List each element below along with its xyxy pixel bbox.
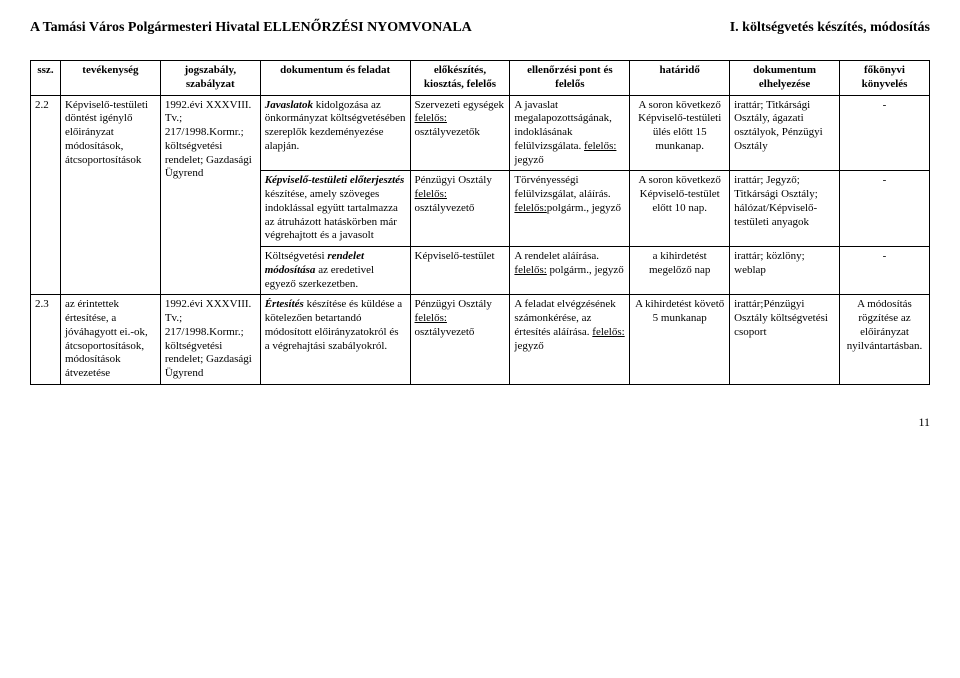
column-header: jogszabály, szabályzat bbox=[160, 61, 260, 96]
cell-elhelyezes: irattár;Pénzügyi Osztály költségvetési c… bbox=[730, 295, 840, 385]
cell-elokeszites: Szervezeti egységek felelős: osztályveze… bbox=[410, 95, 510, 171]
cell-ssz: 2.2 bbox=[31, 95, 61, 295]
cell-ellenorzes: Törvényességi felülvizsgálat, aláírás. f… bbox=[510, 171, 630, 247]
cell-ellenorzes: A rendelet aláírása. felelős: polgárm., … bbox=[510, 247, 630, 295]
main-table: ssz.tevékenységjogszabály, szabályzatdok… bbox=[30, 60, 930, 385]
cell-hatarido: a kihirdetést megelőző nap bbox=[630, 247, 730, 295]
column-header: előkészítés, kiosztás, felelős bbox=[410, 61, 510, 96]
cell-dokumentum-feladat: Költségvetési rendelet módosítása az ere… bbox=[260, 247, 410, 295]
cell-fokonyvi: A módosítás rögzítése az előirányzat nyi… bbox=[840, 295, 930, 385]
cell-hatarido: A kihirdetést követő 5 munkanap bbox=[630, 295, 730, 385]
header-left: A Tamási Város Polgármesteri Hivatal ELL… bbox=[30, 20, 472, 36]
cell-ellenorzes: A javaslat megalapozottságának, indoklás… bbox=[510, 95, 630, 171]
cell-jogszabaly: 1992.évi XXXVIII. Tv.; 217/1998.Kormr.; … bbox=[160, 295, 260, 385]
column-header: főkönyvi könyvelés bbox=[840, 61, 930, 96]
cell-ssz: 2.3 bbox=[31, 295, 61, 385]
cell-ellenorzes: A feladat elvégzésének számonkérése, az … bbox=[510, 295, 630, 385]
cell-tevekenyseg: Képviselő-testületi döntést igénylő elői… bbox=[60, 95, 160, 295]
cell-jogszabaly: 1992.évi XXXVIII. Tv.; 217/1998.Kormr.; … bbox=[160, 95, 260, 295]
cell-fokonyvi: - bbox=[840, 171, 930, 247]
cell-hatarido: A soron következő Képviselő-testületi ül… bbox=[630, 95, 730, 171]
header-right: I. költségvetés készítés, módosítás bbox=[730, 20, 930, 36]
cell-fokonyvi: - bbox=[840, 247, 930, 295]
cell-elokeszites: Képviselő-testület bbox=[410, 247, 510, 295]
cell-elokeszites: Pénzügyi Osztály felelős: osztályvezető bbox=[410, 171, 510, 247]
cell-elhelyezes: irattár; közlöny; weblap bbox=[730, 247, 840, 295]
cell-dokumentum-feladat: Javaslatok kidolgozása az önkormányzat k… bbox=[260, 95, 410, 171]
cell-tevekenyseg: az érintettek értesítése, a jóváhagyott … bbox=[60, 295, 160, 385]
table-header-row: ssz.tevékenységjogszabály, szabályzatdok… bbox=[31, 61, 930, 96]
column-header: határidő bbox=[630, 61, 730, 96]
column-header: tevékenység bbox=[60, 61, 160, 96]
cell-elhelyezes: irattár; Titkársági Osztály, ágazati osz… bbox=[730, 95, 840, 171]
page-number: 11 bbox=[30, 415, 930, 430]
column-header: ssz. bbox=[31, 61, 61, 96]
table-row: 2.3az érintettek értesítése, a jóváhagyo… bbox=[31, 295, 930, 385]
column-header: dokumentum és feladat bbox=[260, 61, 410, 96]
column-header: ellenőrzési pont és felelős bbox=[510, 61, 630, 96]
cell-elokeszites: Pénzügyi Osztály felelős: osztályvezető bbox=[410, 295, 510, 385]
page-header: A Tamási Város Polgármesteri Hivatal ELL… bbox=[30, 20, 930, 36]
cell-hatarido: A soron következő Képviselő-testület elő… bbox=[630, 171, 730, 247]
column-header: dokumentum elhelyezése bbox=[730, 61, 840, 96]
table-row: 2.2Képviselő-testületi döntést igénylő e… bbox=[31, 95, 930, 171]
cell-fokonyvi: - bbox=[840, 95, 930, 171]
cell-dokumentum-feladat: Értesítés készítése és küldése a kötelez… bbox=[260, 295, 410, 385]
cell-dokumentum-feladat: Képviselő-testületi előterjesztés készít… bbox=[260, 171, 410, 247]
cell-elhelyezes: irattár; Jegyző; Titkársági Osztály; hál… bbox=[730, 171, 840, 247]
